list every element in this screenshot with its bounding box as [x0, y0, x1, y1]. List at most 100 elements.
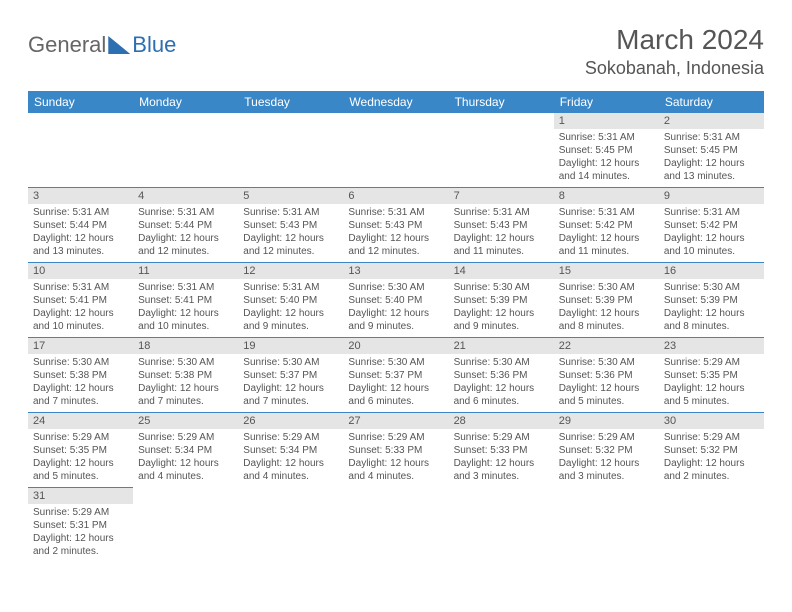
daylight-text: Daylight: 12 hours and 11 minutes. [559, 232, 654, 258]
calendar-cell [554, 488, 659, 563]
sunrise-text: Sunrise: 5:29 AM [33, 431, 128, 444]
logo: General Blue [28, 32, 176, 58]
calendar-cell [238, 488, 343, 563]
sunset-text: Sunset: 5:37 PM [348, 369, 443, 382]
calendar-cell: 26Sunrise: 5:29 AMSunset: 5:34 PMDayligh… [238, 413, 343, 488]
day-details: Sunrise: 5:30 AMSunset: 5:37 PMDaylight:… [343, 354, 448, 412]
day-number: 11 [133, 263, 238, 279]
calendar-cell [133, 113, 238, 188]
day-details: Sunrise: 5:29 AMSunset: 5:35 PMDaylight:… [28, 429, 133, 487]
daylight-text: Daylight: 12 hours and 14 minutes. [559, 157, 654, 183]
day-number: 17 [28, 338, 133, 354]
sunset-text: Sunset: 5:45 PM [559, 144, 654, 157]
sunset-text: Sunset: 5:42 PM [664, 219, 759, 232]
day-details: Sunrise: 5:30 AMSunset: 5:37 PMDaylight:… [238, 354, 343, 412]
calendar-cell: 9Sunrise: 5:31 AMSunset: 5:42 PMDaylight… [659, 188, 764, 263]
day-number: 20 [343, 338, 448, 354]
sunrise-text: Sunrise: 5:29 AM [664, 431, 759, 444]
daylight-text: Daylight: 12 hours and 13 minutes. [33, 232, 128, 258]
sunset-text: Sunset: 5:35 PM [664, 369, 759, 382]
daylight-text: Daylight: 12 hours and 9 minutes. [454, 307, 549, 333]
daylight-text: Daylight: 12 hours and 9 minutes. [348, 307, 443, 333]
daylight-text: Daylight: 12 hours and 2 minutes. [33, 532, 128, 558]
sunset-text: Sunset: 5:34 PM [243, 444, 338, 457]
calendar-cell: 19Sunrise: 5:30 AMSunset: 5:37 PMDayligh… [238, 338, 343, 413]
calendar-cell: 22Sunrise: 5:30 AMSunset: 5:36 PMDayligh… [554, 338, 659, 413]
day-details: Sunrise: 5:29 AMSunset: 5:32 PMDaylight:… [659, 429, 764, 487]
daylight-text: Daylight: 12 hours and 4 minutes. [348, 457, 443, 483]
day-number: 13 [343, 263, 448, 279]
calendar-cell: 17Sunrise: 5:30 AMSunset: 5:38 PMDayligh… [28, 338, 133, 413]
sunrise-text: Sunrise: 5:29 AM [559, 431, 654, 444]
sunset-text: Sunset: 5:33 PM [454, 444, 549, 457]
day-details: Sunrise: 5:30 AMSunset: 5:40 PMDaylight:… [343, 279, 448, 337]
day-details: Sunrise: 5:29 AMSunset: 5:34 PMDaylight:… [133, 429, 238, 487]
calendar-cell: 10Sunrise: 5:31 AMSunset: 5:41 PMDayligh… [28, 263, 133, 338]
day-details: Sunrise: 5:29 AMSunset: 5:34 PMDaylight:… [238, 429, 343, 487]
calendar-cell: 3Sunrise: 5:31 AMSunset: 5:44 PMDaylight… [28, 188, 133, 263]
sunrise-text: Sunrise: 5:31 AM [559, 131, 654, 144]
calendar-cell [343, 113, 448, 188]
daylight-text: Daylight: 12 hours and 10 minutes. [664, 232, 759, 258]
calendar-cell: 28Sunrise: 5:29 AMSunset: 5:33 PMDayligh… [449, 413, 554, 488]
sunrise-text: Sunrise: 5:30 AM [559, 356, 654, 369]
calendar-cell: 8Sunrise: 5:31 AMSunset: 5:42 PMDaylight… [554, 188, 659, 263]
daylight-text: Daylight: 12 hours and 5 minutes. [664, 382, 759, 408]
daylight-text: Daylight: 12 hours and 7 minutes. [243, 382, 338, 408]
day-number: 18 [133, 338, 238, 354]
calendar-row: 24Sunrise: 5:29 AMSunset: 5:35 PMDayligh… [28, 413, 764, 488]
daylight-text: Daylight: 12 hours and 8 minutes. [664, 307, 759, 333]
calendar-cell: 30Sunrise: 5:29 AMSunset: 5:32 PMDayligh… [659, 413, 764, 488]
sunset-text: Sunset: 5:44 PM [138, 219, 233, 232]
day-number: 19 [238, 338, 343, 354]
calendar-cell: 13Sunrise: 5:30 AMSunset: 5:40 PMDayligh… [343, 263, 448, 338]
daylight-text: Daylight: 12 hours and 5 minutes. [559, 382, 654, 408]
sunset-text: Sunset: 5:41 PM [33, 294, 128, 307]
weekday-header: Tuesday [238, 91, 343, 113]
day-number: 12 [238, 263, 343, 279]
day-details: Sunrise: 5:31 AMSunset: 5:42 PMDaylight:… [659, 204, 764, 262]
weekday-header: Friday [554, 91, 659, 113]
sunrise-text: Sunrise: 5:31 AM [559, 206, 654, 219]
calendar-cell [449, 113, 554, 188]
day-number: 2 [659, 113, 764, 129]
calendar-cell: 12Sunrise: 5:31 AMSunset: 5:40 PMDayligh… [238, 263, 343, 338]
daylight-text: Daylight: 12 hours and 12 minutes. [138, 232, 233, 258]
daylight-text: Daylight: 12 hours and 4 minutes. [243, 457, 338, 483]
sunset-text: Sunset: 5:39 PM [664, 294, 759, 307]
sunrise-text: Sunrise: 5:29 AM [243, 431, 338, 444]
daylight-text: Daylight: 12 hours and 4 minutes. [138, 457, 233, 483]
sunrise-text: Sunrise: 5:30 AM [348, 356, 443, 369]
calendar-row: 1Sunrise: 5:31 AMSunset: 5:45 PMDaylight… [28, 113, 764, 188]
calendar-cell [133, 488, 238, 563]
daylight-text: Daylight: 12 hours and 3 minutes. [559, 457, 654, 483]
day-number: 23 [659, 338, 764, 354]
day-number: 5 [238, 188, 343, 204]
day-number: 15 [554, 263, 659, 279]
calendar-cell: 2Sunrise: 5:31 AMSunset: 5:45 PMDaylight… [659, 113, 764, 188]
calendar-cell: 6Sunrise: 5:31 AMSunset: 5:43 PMDaylight… [343, 188, 448, 263]
day-details: Sunrise: 5:31 AMSunset: 5:43 PMDaylight:… [343, 204, 448, 262]
sunrise-text: Sunrise: 5:31 AM [243, 206, 338, 219]
sunrise-text: Sunrise: 5:29 AM [664, 356, 759, 369]
calendar-row: 3Sunrise: 5:31 AMSunset: 5:44 PMDaylight… [28, 188, 764, 263]
day-details: Sunrise: 5:31 AMSunset: 5:41 PMDaylight:… [133, 279, 238, 337]
sunrise-text: Sunrise: 5:31 AM [664, 131, 759, 144]
calendar-cell: 27Sunrise: 5:29 AMSunset: 5:33 PMDayligh… [343, 413, 448, 488]
month-title: March 2024 [585, 24, 764, 56]
daylight-text: Daylight: 12 hours and 3 minutes. [454, 457, 549, 483]
day-number: 10 [28, 263, 133, 279]
sunrise-text: Sunrise: 5:31 AM [33, 206, 128, 219]
weekday-header: Saturday [659, 91, 764, 113]
sunrise-text: Sunrise: 5:31 AM [33, 281, 128, 294]
sunset-text: Sunset: 5:42 PM [559, 219, 654, 232]
sunset-text: Sunset: 5:37 PM [243, 369, 338, 382]
sunrise-text: Sunrise: 5:31 AM [664, 206, 759, 219]
calendar-cell: 11Sunrise: 5:31 AMSunset: 5:41 PMDayligh… [133, 263, 238, 338]
calendar-cell: 16Sunrise: 5:30 AMSunset: 5:39 PMDayligh… [659, 263, 764, 338]
day-number: 24 [28, 413, 133, 429]
calendar-cell: 20Sunrise: 5:30 AMSunset: 5:37 PMDayligh… [343, 338, 448, 413]
day-number: 25 [133, 413, 238, 429]
day-number: 4 [133, 188, 238, 204]
sunset-text: Sunset: 5:38 PM [138, 369, 233, 382]
